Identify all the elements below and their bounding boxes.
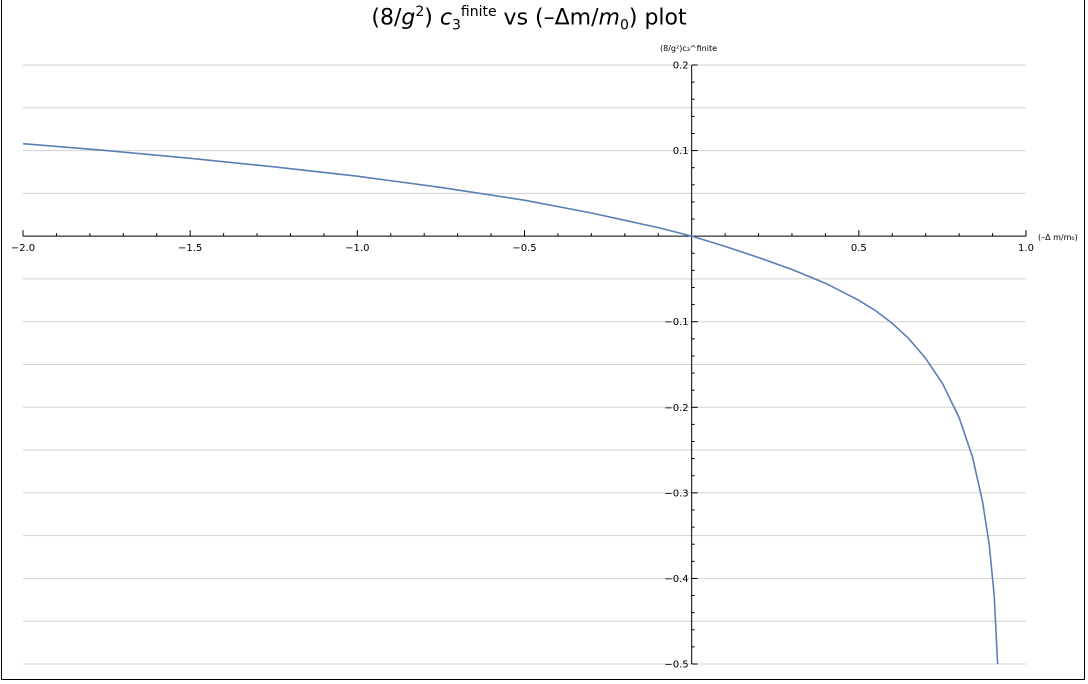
y-axis-label: (8/g²)c₃^finite [660, 44, 717, 53]
title-end: ) plot [628, 5, 687, 31]
series-layer [22, 142, 999, 665]
x-tick-label: −1.0 [345, 243, 369, 254]
y-tick-label: −0.3 [664, 488, 688, 499]
title-c-superscript: finite [460, 4, 497, 20]
y-tick-label: −0.5 [664, 660, 688, 671]
y-tick-label: 0.1 [673, 146, 689, 157]
title-prefix: (8/ [371, 5, 402, 31]
series-line [22, 142, 999, 665]
title-m-subscript: 0 [619, 17, 629, 34]
title-g: g [401, 5, 416, 31]
grid-lines [23, 64, 1026, 665]
tick-labels: −2.0 −1.5 −1.0 −0.5 0.5 1.0 0.2 0.1 −0.1 −0.2 −0.3… [11, 61, 1034, 671]
y-tick-label: −0.4 [664, 574, 688, 585]
x-tick-label: 0.5 [851, 243, 867, 254]
y-tick-label: −0.2 [664, 403, 688, 414]
x-axis-label: (–Δ m/m₀) [1038, 233, 1078, 242]
y-tick-label: −0.1 [664, 317, 688, 328]
y-tick-label: 0.2 [673, 61, 689, 72]
x-tick-label: −1.5 [178, 243, 202, 254]
x-tick-label: −0.5 [512, 243, 536, 254]
x-tick-label: 1.0 [1018, 243, 1034, 254]
title-mid: ) [424, 5, 440, 31]
title-suffix: vs (–Δm/ [496, 5, 599, 31]
ticks [22, 64, 1027, 665]
x-tick-label: −2.0 [11, 243, 35, 254]
title-m: m [598, 5, 620, 31]
title-g-exponent: 2 [415, 4, 425, 20]
chart-title: (8/g2) c3finite vs (–Δm/m0) plot [2, 4, 1056, 34]
title-c: c [439, 5, 452, 31]
title-c-subscript: 3 [451, 17, 461, 34]
